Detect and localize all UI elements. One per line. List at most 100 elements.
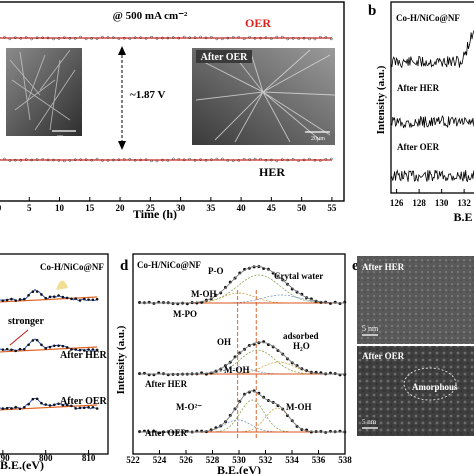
peak-m-oh-3: M-OH [286, 402, 312, 412]
peak-m-po: M-PO [173, 309, 197, 319]
panel-c-point [70, 297, 73, 301]
oer-series [0, 35, 333, 41]
oer-marker [324, 36, 328, 39]
panel-c-point [91, 298, 95, 302]
her-marker [41, 158, 44, 161]
panel-c-point [48, 295, 52, 299]
panel-e: e After HER After OER Amorphous 5 nm 5 n… [352, 256, 474, 436]
panel-c-point [74, 297, 78, 300]
oer-marker [106, 36, 110, 39]
panel-c-point [52, 344, 56, 348]
oer-label: OER [245, 16, 271, 30]
her-marker [313, 158, 317, 162]
panel-c-point [87, 348, 90, 351]
panel-b-frame [390, 1, 474, 194]
panel-d-component [191, 292, 287, 304]
her-marker [133, 158, 137, 162]
panel-d-component [241, 407, 314, 433]
tem-top-scale: 5 nm [362, 324, 379, 333]
panel-a-tick-label: 40 [237, 203, 247, 213]
panel-c-point [78, 348, 82, 352]
her-marker [84, 158, 88, 162]
panel-a-tick-label: 15 [85, 203, 95, 213]
oer-marker [144, 37, 148, 40]
oer-marker [41, 36, 44, 40]
panel-c-point [27, 343, 30, 347]
panel-c-point [61, 344, 65, 348]
oer-marker [237, 35, 241, 39]
oer-marker [166, 36, 170, 40]
panel-d-point [333, 300, 337, 304]
oer-marker [171, 36, 175, 39]
oer-marker [128, 37, 132, 40]
panel-c-point [57, 402, 60, 406]
amorphous-region [403, 367, 457, 401]
her-marker [215, 157, 219, 161]
oer-marker [193, 36, 197, 39]
panel-a-xticks: 0 5 10 15 20 25 30 35 40 45 50 55 [0, 197, 337, 213]
oer-marker [133, 36, 137, 40]
sem-inset-left-scale: 20μm [57, 135, 71, 141]
oer-marker [19, 36, 23, 40]
panel-c-frame [0, 253, 109, 455]
panel-c-baseline-3 [0, 404, 98, 411]
oer-marker [226, 36, 230, 40]
her-marker [52, 158, 55, 162]
her-marker [329, 157, 333, 161]
panel-c-point [65, 296, 69, 300]
panel-b-trace-3 [390, 169, 474, 183]
sem-inset-right-texture [195, 49, 336, 143]
oer-marker [302, 36, 306, 40]
peak-m-oh-2: M-OH [224, 365, 250, 375]
panel-c-point [31, 290, 35, 293]
oer-marker [101, 35, 104, 39]
panel-d-component [225, 294, 337, 304]
her-marker [150, 159, 153, 163]
panel-d-point [228, 280, 232, 284]
oer-marker [95, 37, 99, 41]
panel-c-point [18, 407, 22, 411]
oer-marker [297, 37, 300, 40]
oer-marker [63, 36, 66, 40]
panel-c-point [1, 407, 5, 410]
tem-image-top [357, 256, 474, 344]
panel-c-point [40, 293, 43, 296]
panel-c-point [1, 299, 5, 302]
sem-inset-left [6, 48, 82, 136]
panel-a: @ 500 mA cm⁻² OER HER 20μm After OER 20μ… [0, 1, 345, 221]
oer-marker [188, 36, 192, 40]
panel-c-tick-label: 790 [0, 453, 10, 463]
her-marker [199, 158, 202, 162]
panel-c-point [14, 405, 18, 409]
oer-marker [79, 35, 83, 39]
her-marker [280, 158, 284, 162]
inset-after-oer-label: After OER [201, 52, 249, 63]
panel-c-point [82, 406, 86, 410]
panel-e-letter: e [352, 258, 359, 274]
panel-c-point [70, 348, 73, 351]
panel-c-after-her: After HER [60, 350, 108, 361]
her-marker [231, 159, 235, 163]
panel-d-tick-label: 524 [153, 455, 167, 465]
panel-d-tick-label: 530 [232, 455, 246, 465]
panel-a-tick-label: 45 [267, 203, 277, 213]
panel-c-point [1, 348, 5, 351]
oer-marker [275, 35, 279, 39]
peak-crystal-water: Crytal water [274, 271, 323, 281]
her-marker [35, 158, 39, 161]
panel-c-point [27, 294, 30, 297]
panel-d-after-her: After HER [145, 379, 188, 389]
her-marker [73, 158, 77, 162]
panel-a-xlabel: Time (h) [133, 207, 177, 221]
panel-b-xticks: 126 128 130 132 [390, 189, 471, 208]
oer-marker [199, 35, 202, 39]
panel-c-point [87, 406, 90, 409]
panel-c-point [61, 403, 65, 407]
tem-top-label: After HER [362, 262, 405, 272]
panel-d-reference-lines [237, 290, 257, 440]
panel-c-arrow [9, 329, 29, 346]
panel-c-point [74, 348, 78, 351]
oer-marker [182, 35, 186, 39]
gap-label: ~1.87 V [130, 89, 166, 101]
panel-b-trace-2 [390, 115, 474, 129]
